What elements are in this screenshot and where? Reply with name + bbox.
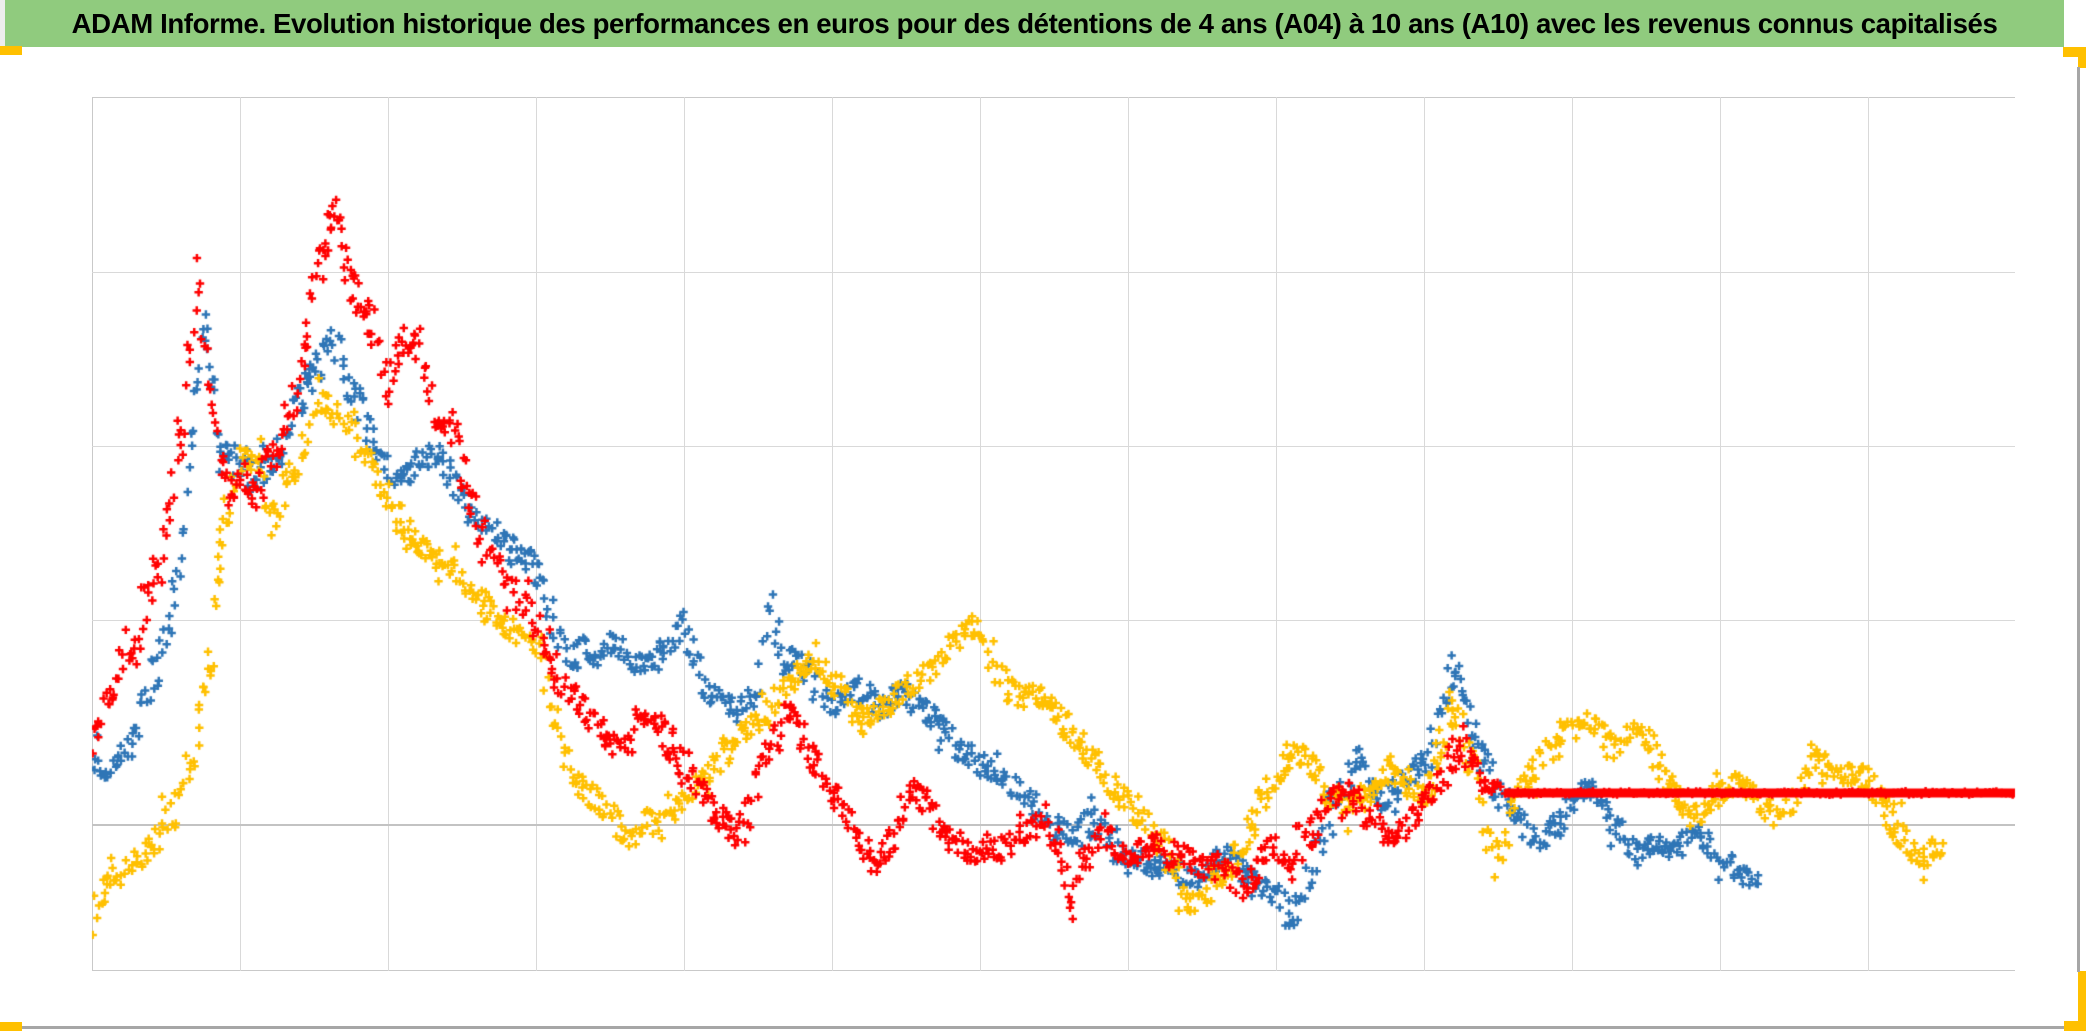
scatter-plot-canvas	[0, 0, 2086, 1031]
spreadsheet-screen: ADAM Informe. Evolution historique des p…	[0, 0, 2086, 1031]
